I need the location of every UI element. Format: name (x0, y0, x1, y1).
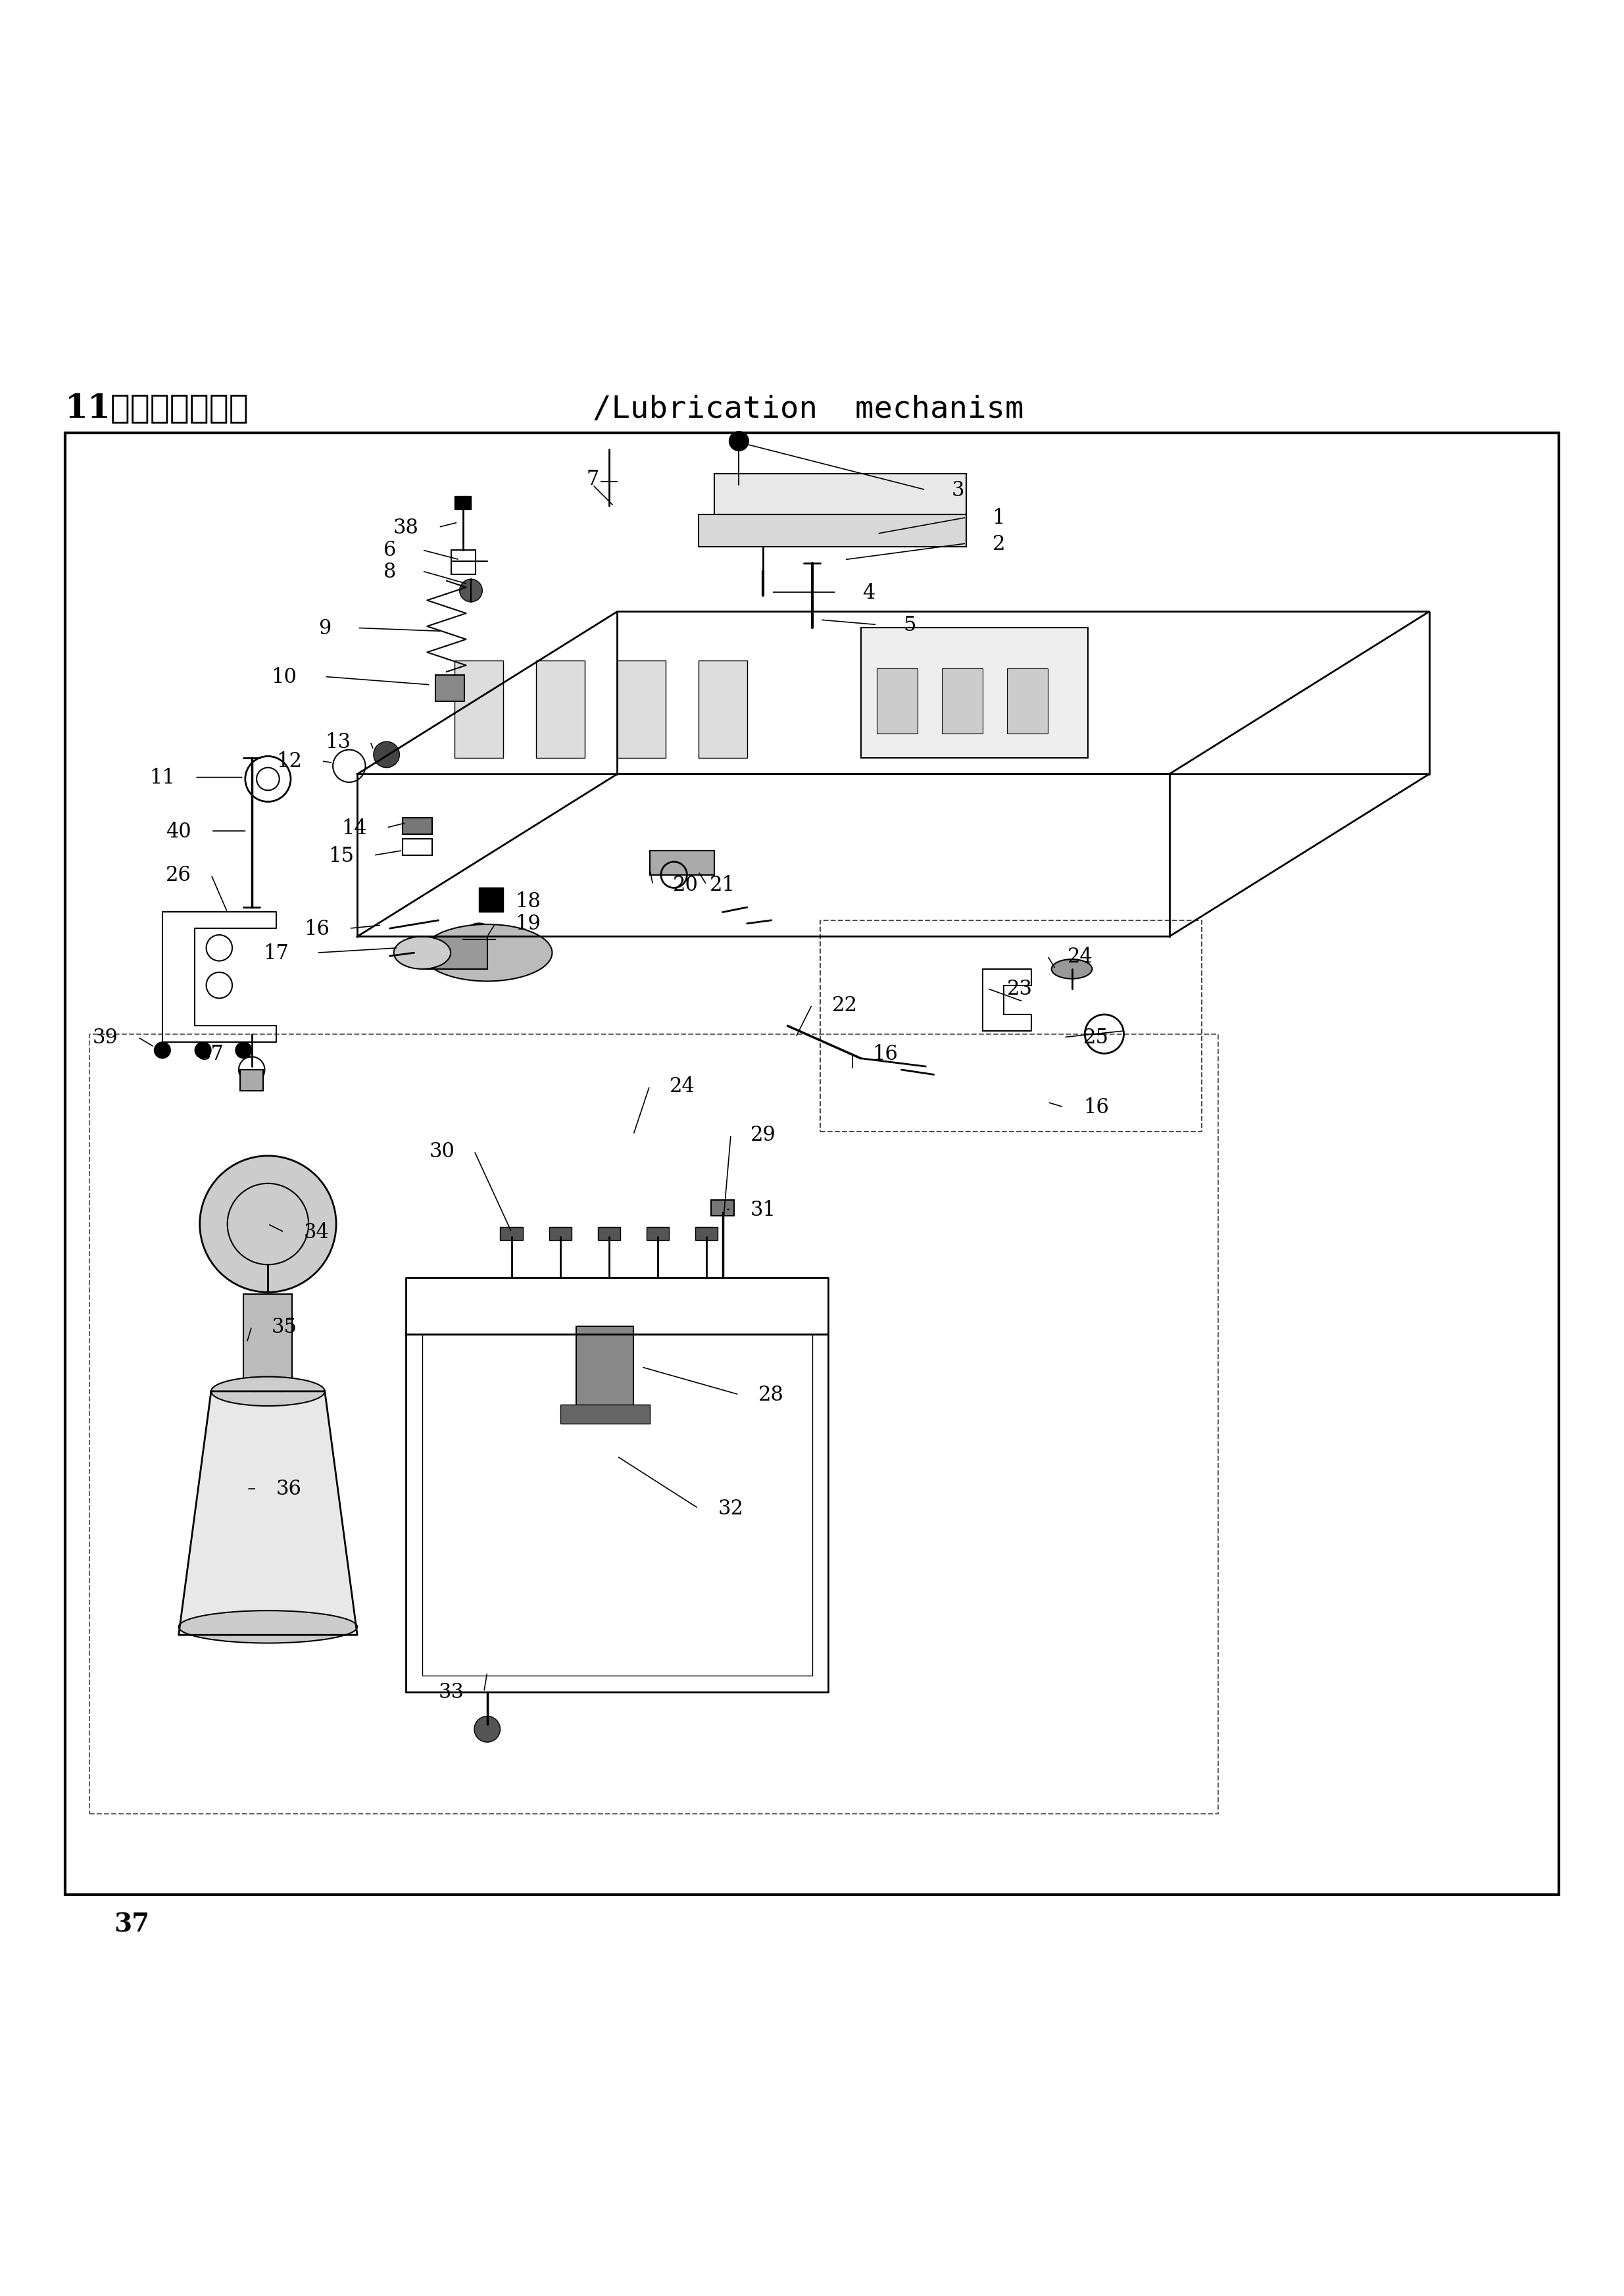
Ellipse shape (211, 1378, 325, 1405)
Text: 37: 37 (114, 1913, 149, 1938)
Bar (500, 1228, 523, 1240)
Bar (715, 473, 966, 514)
Circle shape (460, 579, 482, 602)
Bar (598, 1228, 620, 1240)
Text: 11: 11 (149, 767, 175, 788)
Text: 15: 15 (328, 845, 354, 866)
Text: 36: 36 (276, 1479, 302, 1499)
Text: 18: 18 (515, 891, 541, 912)
Bar (698, 514, 966, 546)
Bar (422, 1334, 812, 1676)
Circle shape (729, 432, 749, 452)
Text: 30: 30 (429, 1141, 455, 1162)
Text: 28: 28 (758, 1384, 784, 1405)
Text: 7: 7 (586, 468, 599, 489)
Text: 16: 16 (872, 1045, 898, 1063)
Bar (65, 434, 1559, 1894)
Ellipse shape (395, 937, 451, 969)
Circle shape (200, 1157, 336, 1293)
Bar (451, 551, 476, 574)
Text: 20: 20 (672, 875, 698, 895)
Text: 40: 40 (166, 822, 192, 843)
Text: 33: 33 (438, 1681, 464, 1701)
Bar (861, 629, 1088, 758)
Text: 19: 19 (515, 914, 541, 934)
Bar (646, 1228, 669, 1240)
Text: 1: 1 (992, 507, 1005, 528)
Text: 16: 16 (1083, 1097, 1109, 1118)
Text: 10: 10 (271, 666, 297, 687)
Text: 37: 37 (198, 1045, 224, 1063)
Bar (560, 1405, 650, 1424)
Text: 23: 23 (1007, 978, 1033, 999)
Text: 32: 32 (718, 1499, 744, 1518)
Text: 24: 24 (1067, 946, 1093, 967)
Text: 35: 35 (271, 1316, 297, 1336)
Ellipse shape (422, 925, 552, 983)
Bar (403, 840, 432, 856)
Circle shape (474, 1717, 500, 1743)
Bar (695, 1228, 718, 1240)
Bar (240, 1070, 263, 1091)
Text: 22: 22 (831, 994, 857, 1015)
Text: 12: 12 (276, 751, 302, 771)
Text: 16: 16 (304, 918, 330, 939)
Text: 14: 14 (341, 817, 367, 838)
Text: 11、供油润滑装置: 11、供油润滑装置 (65, 393, 248, 425)
Text: 17: 17 (263, 944, 289, 964)
Bar (536, 661, 585, 758)
Text: /Lubrication  mechanism: /Lubrication mechanism (593, 395, 1023, 425)
Circle shape (257, 769, 279, 790)
Text: 26: 26 (166, 866, 192, 886)
Bar (650, 852, 715, 875)
Circle shape (154, 1042, 171, 1058)
Bar (422, 937, 487, 969)
Text: 4: 4 (862, 583, 875, 604)
Bar (244, 1295, 292, 1391)
Ellipse shape (179, 1612, 357, 1644)
Text: 21: 21 (710, 875, 736, 895)
Circle shape (195, 1042, 211, 1058)
Text: 3: 3 (952, 480, 965, 501)
Bar (698, 661, 747, 758)
Text: 13: 13 (325, 732, 351, 753)
Bar (403, 817, 432, 836)
Bar (435, 675, 464, 703)
Text: 34: 34 (304, 1221, 330, 1242)
Text: 29: 29 (750, 1125, 776, 1146)
Text: 25: 25 (1083, 1026, 1109, 1047)
Text: 38: 38 (393, 517, 419, 537)
Bar (877, 668, 918, 735)
Bar (617, 661, 666, 758)
Bar (942, 668, 983, 735)
Polygon shape (179, 1391, 357, 1635)
Text: 31: 31 (750, 1199, 776, 1219)
Text: 24: 24 (669, 1077, 695, 1097)
Circle shape (374, 742, 400, 769)
Text: 9: 9 (318, 618, 331, 638)
Bar (1007, 668, 1047, 735)
Bar (455, 661, 503, 758)
Bar (711, 1201, 734, 1217)
Ellipse shape (1052, 960, 1091, 978)
Text: 5: 5 (903, 615, 916, 636)
Text: 39: 39 (93, 1026, 119, 1047)
Bar (577, 1327, 633, 1407)
Bar (479, 889, 503, 912)
Text: 2: 2 (992, 533, 1005, 553)
Text: 6: 6 (383, 540, 396, 560)
Bar (549, 1228, 572, 1240)
Bar (406, 1334, 828, 1692)
Circle shape (235, 1042, 252, 1058)
Bar (455, 496, 471, 510)
Text: 8: 8 (383, 560, 396, 581)
